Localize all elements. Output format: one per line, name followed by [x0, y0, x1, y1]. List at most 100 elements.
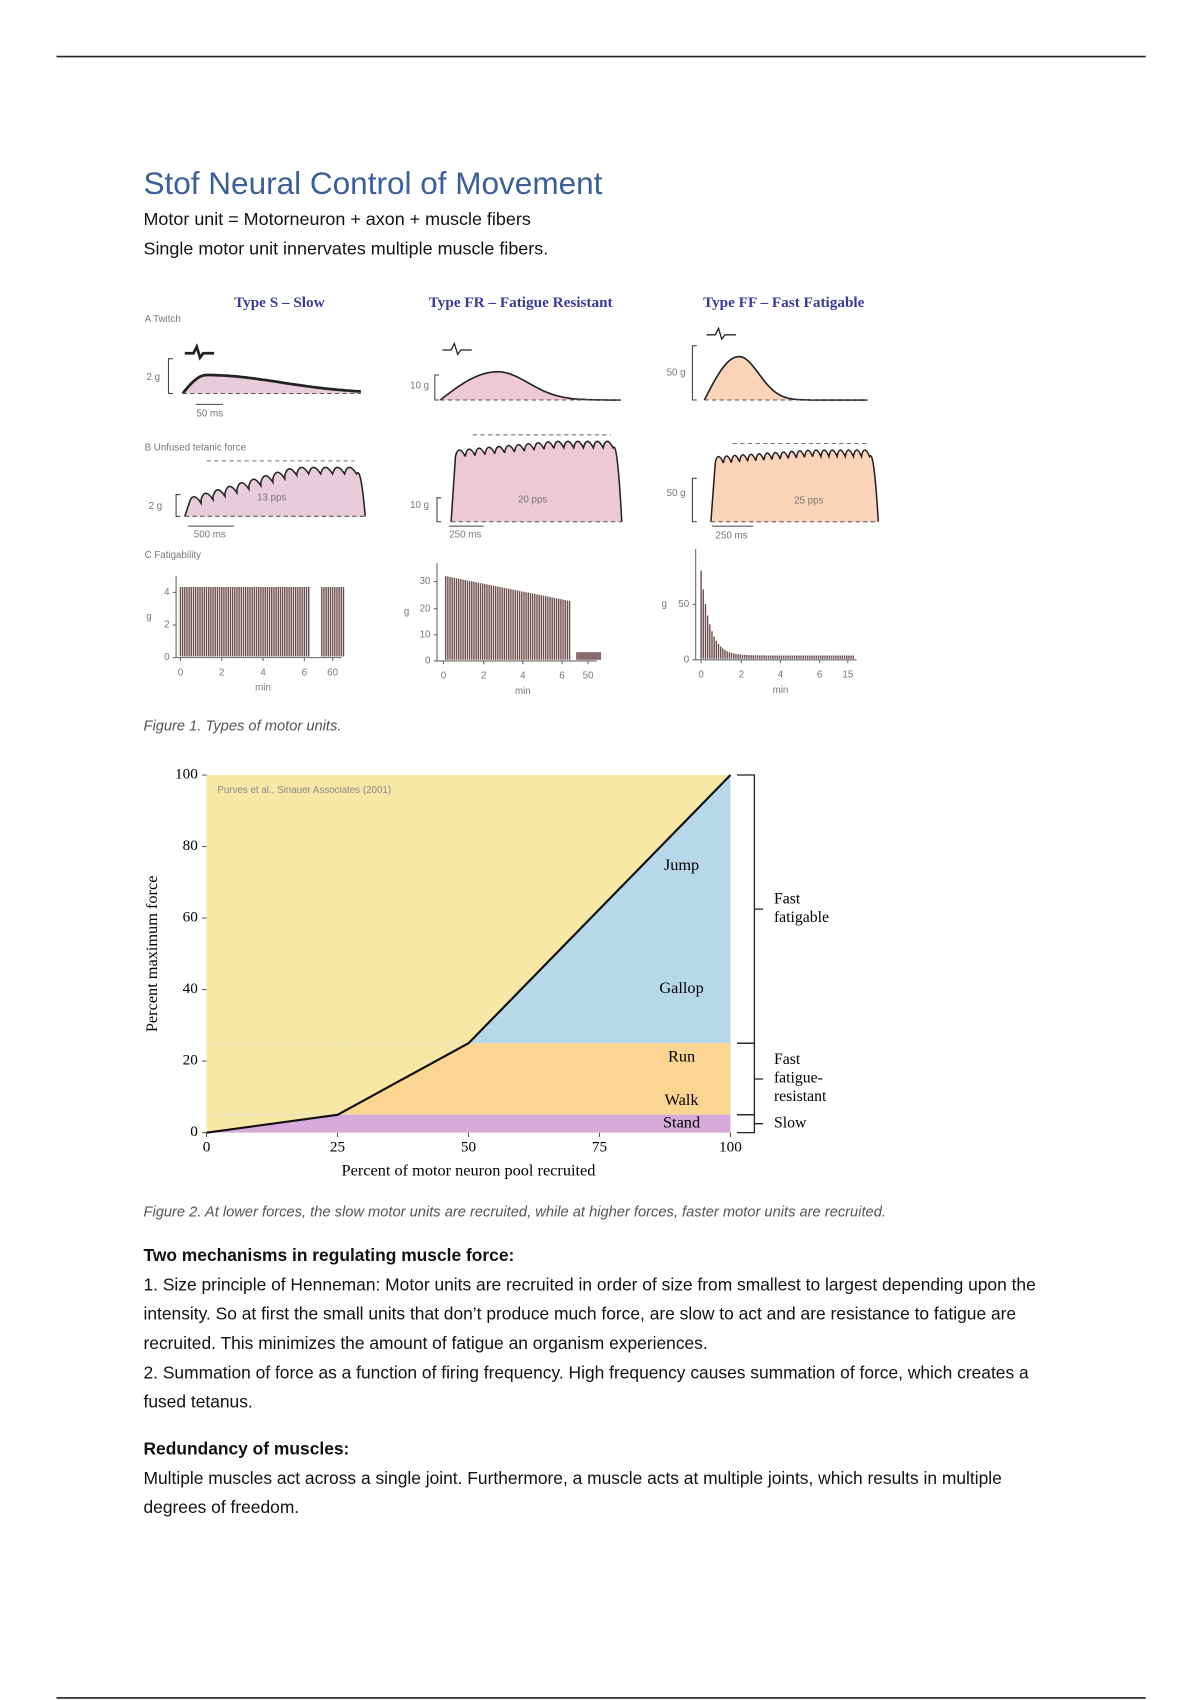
- scale-bar: [175, 494, 181, 517]
- scale-label: 50 g: [667, 367, 686, 378]
- caption: Figure 2. At lower forces, the slow moto…: [143, 1203, 886, 1220]
- tick-label: 2: [219, 667, 224, 678]
- twitch-fill: [704, 356, 868, 401]
- x-tick-label: 25: [330, 1138, 345, 1155]
- tick-label: 50: [583, 671, 594, 682]
- tick-label: 30: [420, 576, 431, 587]
- scale-label: 2 g: [146, 372, 160, 383]
- tick-label: 60: [327, 667, 338, 678]
- tetanic-fill: [451, 441, 622, 522]
- y-tick-label: 0: [190, 1123, 198, 1140]
- attribution: Purves et al., Sinauer Associates (2001): [217, 785, 391, 796]
- scale-label: 10 g: [410, 500, 429, 511]
- activity-label: Stand: [663, 1113, 700, 1132]
- bracket-label: fatigue-: [774, 1070, 823, 1087]
- heading: Redundancy of muscles:: [143, 1440, 350, 1459]
- title: Stof Neural Control of Movement: [143, 165, 602, 201]
- rate-label: 13 pps: [257, 492, 286, 503]
- activity-label: Walk: [665, 1090, 700, 1109]
- stimulus-artifact: [442, 341, 472, 356]
- y-tick-label: 80: [183, 837, 199, 854]
- time-label: 250 ms: [449, 529, 481, 540]
- bracket: [736, 1114, 764, 1134]
- x-tick-label: 0: [203, 1138, 211, 1155]
- tick-label: 50: [678, 599, 689, 610]
- bracket-label: fatigable: [774, 909, 829, 926]
- fatigue-bars: [576, 652, 602, 660]
- stimulus-artifact: [184, 343, 215, 361]
- tetanic-trace: [710, 449, 880, 522]
- panel-label: A Twitch: [145, 314, 181, 325]
- y-tick-label: 20: [183, 1052, 199, 1069]
- tick-label: 0: [164, 652, 170, 663]
- list-item: 2. Summation of force as a function of f…: [143, 1364, 1029, 1413]
- activity-label: Jump: [664, 855, 699, 874]
- intro-line: Single motor unit innervates multiple mu…: [143, 239, 549, 259]
- tick-label: 15: [842, 670, 853, 681]
- tetanic-fill: [710, 450, 879, 522]
- axis-unit: min: [773, 685, 789, 696]
- column-title: Type FR – Fatigue Resistant: [429, 294, 613, 311]
- fatigue-bars: [700, 570, 855, 659]
- scale-label: 10 g: [410, 380, 429, 391]
- scale-label: 50 g: [667, 488, 686, 499]
- bracket-label: Fast: [774, 891, 801, 908]
- axis-unit: min: [515, 686, 531, 697]
- caption: Figure 1. Types of motor units.: [143, 717, 342, 734]
- panel-label: C Fatigability: [145, 550, 202, 561]
- column-title: Type S – Slow: [234, 294, 325, 311]
- twitch-trace: [181, 373, 361, 395]
- bracket: [736, 774, 764, 1044]
- activity-label: Run: [668, 1046, 695, 1065]
- figure-2: FastfatigableFastfatigue-resistantSlowPu…: [142, 766, 829, 1180]
- tetanic-fill: [184, 467, 366, 517]
- axis-unit: g: [146, 611, 151, 622]
- figure-1: A Twitch B Unfused tetanic force C Fatigab…: [145, 294, 880, 697]
- y-tick-label: 100: [175, 766, 198, 783]
- scale-bar: [691, 345, 697, 401]
- scale-bar: [436, 497, 442, 523]
- tick-label: 0: [178, 667, 184, 678]
- bracket-label: Fast: [774, 1051, 801, 1068]
- time-label: 500 ms: [194, 529, 226, 540]
- tick-label: 4: [164, 587, 170, 598]
- stimulus-artifact: [706, 326, 736, 341]
- column-title: Type FF – Fast Fatigable: [703, 294, 865, 311]
- x-tick-label: 100: [719, 1138, 742, 1155]
- axis-unit: min: [255, 683, 271, 694]
- scale-label: 2 g: [149, 501, 163, 512]
- fatigue-bars: [179, 586, 345, 657]
- tick-label: 10: [420, 629, 431, 640]
- tick-label: 0: [684, 654, 690, 665]
- tick-label: 20: [420, 603, 431, 614]
- list-item: 1. Size principle of Henneman: Motor uni…: [143, 1276, 1036, 1354]
- tick-label: 4: [520, 671, 526, 682]
- fatigue-bars: [444, 576, 571, 660]
- scale-bar: [691, 477, 697, 523]
- recruitment-curve: [206, 774, 732, 1134]
- time-label: 50 ms: [196, 409, 223, 420]
- tick-label: 6: [559, 671, 564, 682]
- bracket: [736, 1042, 764, 1116]
- scale-bar: [434, 374, 440, 401]
- y-tick-label: 60: [183, 909, 199, 926]
- time-label: 250 ms: [716, 530, 748, 541]
- bracket-label: Slow: [774, 1114, 807, 1131]
- x-tick-label: 50: [461, 1138, 477, 1155]
- tick-label: 4: [260, 667, 266, 678]
- tick-label: 4: [778, 670, 784, 681]
- tetanic-trace: [450, 440, 623, 522]
- tick-label: 0: [698, 670, 704, 681]
- axis-unit: g: [404, 607, 409, 618]
- twitch-trace: [439, 370, 621, 401]
- paragraph: Multiple muscles act across a single joi…: [143, 1469, 1002, 1518]
- y-tick-label: 40: [183, 980, 199, 997]
- twitch-fill: [182, 375, 361, 394]
- bracket-label: resistant: [774, 1088, 827, 1105]
- heading: Two mechanisms in regulating muscle forc…: [143, 1246, 515, 1266]
- tick-label: 0: [441, 671, 447, 682]
- tick-label: 2: [164, 620, 169, 631]
- body-text: Two mechanisms in regulating muscle forc…: [143, 1241, 1067, 1523]
